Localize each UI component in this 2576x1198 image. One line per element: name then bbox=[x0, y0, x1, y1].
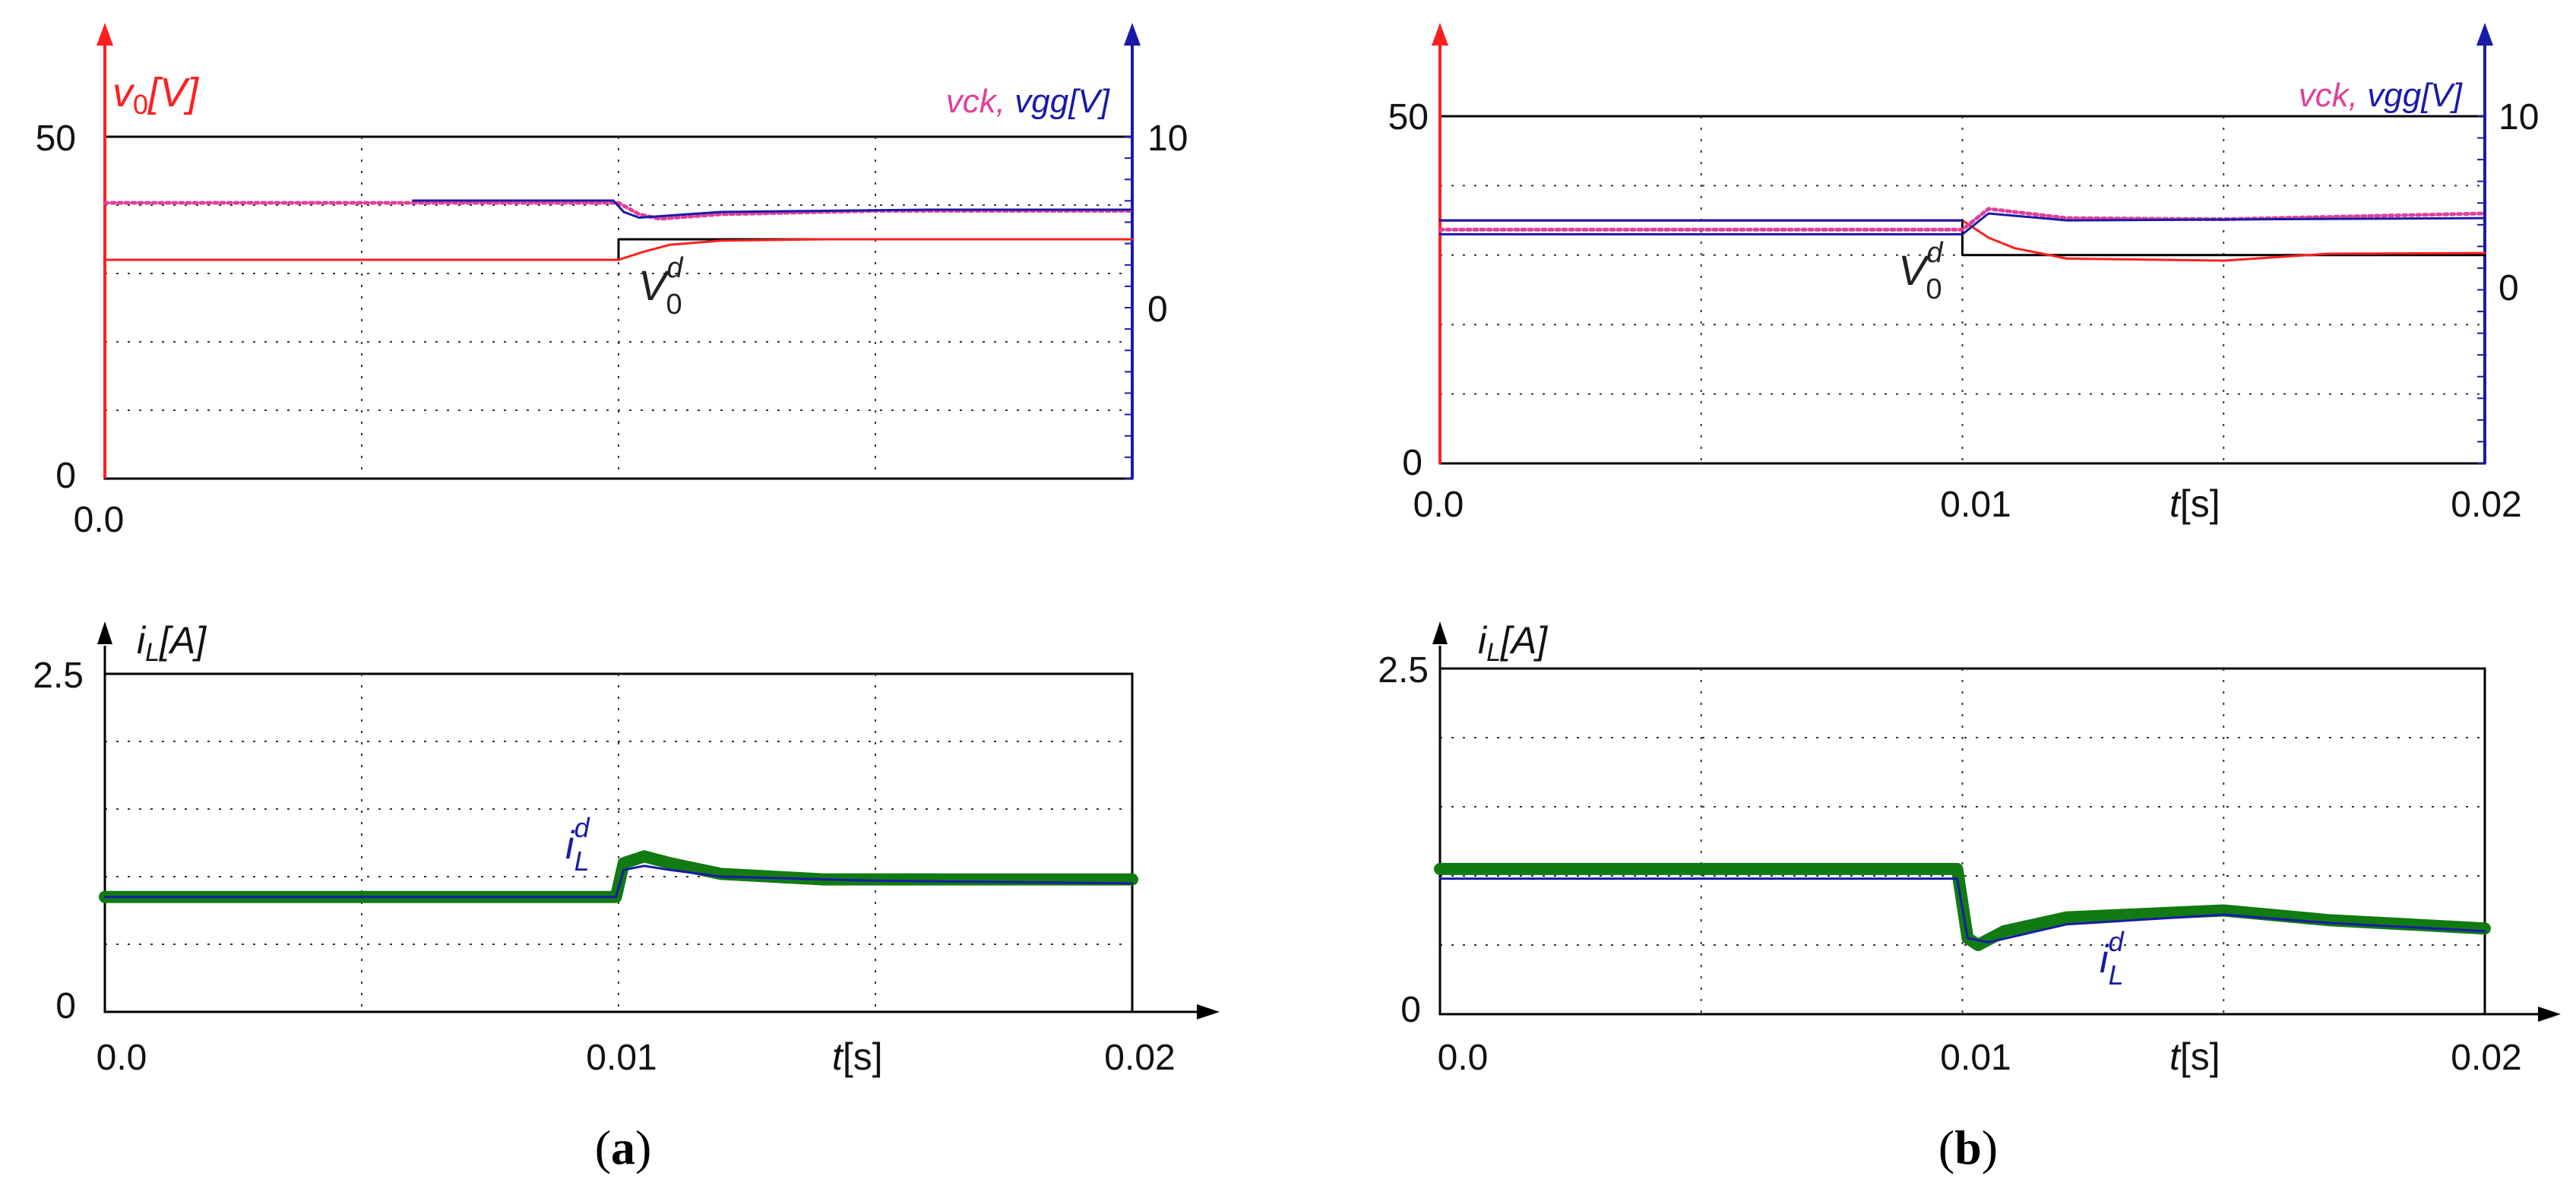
panel-b-current-grid bbox=[1440, 669, 2485, 1014]
panel-b-right-tick-10: 10 bbox=[2498, 97, 2539, 138]
panel-b-right-tick-0: 0 bbox=[2498, 268, 2519, 308]
panel-b-voltage-chart: vck, vgg[V] 50 0 10 0 0.0 0.01 0.02 t[s]… bbox=[1388, 23, 2539, 525]
panel-a-current-chart: iL[A] 2.5 0 0.0 0.01 0.02 t[s] id L bbox=[33, 619, 1220, 1078]
panel-b-current-y-arrow bbox=[1432, 621, 1448, 644]
caption-b: (b) bbox=[1938, 1121, 1998, 1174]
panel-b-voltage-frame bbox=[1438, 115, 2486, 465]
panel-a-left-tick-50: 50 bbox=[36, 119, 76, 159]
panel-a-current-x-tick-002: 0.02 bbox=[1104, 1038, 1175, 1078]
panel-a-voltage-grid bbox=[105, 137, 1132, 479]
panel-b-current-x-tick-002: 0.02 bbox=[2451, 1038, 2521, 1078]
series-line-ild bbox=[1438, 877, 2486, 944]
panel-b-voltage-series bbox=[1438, 207, 2487, 465]
panel-a-current-x-tick-001: 0.01 bbox=[586, 1038, 657, 1078]
panel-a-current-x-arrow bbox=[1197, 1004, 1220, 1019]
panel-a-current-y-arrow bbox=[97, 621, 112, 644]
panel-a-current-tick-0: 0 bbox=[55, 986, 76, 1026]
panel-a-right-axis-ticks bbox=[1125, 136, 1132, 479]
panel-a-current-frame bbox=[103, 672, 1134, 1013]
panel-a-right-tick-0: 0 bbox=[1147, 289, 1168, 330]
panel-a-left-axis-arrow bbox=[97, 23, 113, 46]
panel-b-current-x-label: t[s] bbox=[2169, 1035, 2220, 1078]
panel-a-annotation-v0d: Vd 0 bbox=[638, 252, 684, 321]
panel-b-current-x-tick-0: 0.0 bbox=[1438, 1038, 1489, 1078]
panel-a-x-tick-0: 0.0 bbox=[74, 500, 125, 540]
panel-a-y-label-v0: v0[V] bbox=[112, 70, 200, 120]
panel-a-y-label-right: vck, vgg[V] bbox=[946, 83, 1111, 120]
panel-a-right-tick-10: 10 bbox=[1147, 119, 1188, 159]
panel-b-current-tick-25: 2.5 bbox=[1378, 650, 1429, 691]
panel-b-annotation-v0d: Vd 0 bbox=[1898, 237, 1944, 305]
series-line-v0 bbox=[103, 238, 1134, 261]
panel-b-x-label: t[s] bbox=[2169, 482, 2220, 525]
panel-b-right-axis-arrow bbox=[2476, 23, 2493, 46]
panel-b-current-x-tick-001: 0.01 bbox=[1940, 1038, 2011, 1078]
panel-b-right-axis-ticks bbox=[2477, 115, 2485, 464]
panel-a-current-y-label: iL[A] bbox=[137, 619, 207, 667]
series-line-vgg bbox=[412, 199, 1134, 219]
panel-b-x-tick-0: 0.0 bbox=[1413, 485, 1464, 525]
panel-a-current-x-label: t[s] bbox=[832, 1035, 883, 1078]
panel-a-right-axis-arrow bbox=[1124, 23, 1141, 46]
panel-b-left-axis-arrow bbox=[1432, 23, 1448, 46]
caption-a: (a) bbox=[595, 1121, 652, 1174]
panel-b-current-chart: iL[A] 2.5 0 0.0 0.01 0.02 t[s] id L bbox=[1378, 619, 2561, 1078]
series-line-v0d-reference- bbox=[1438, 219, 2486, 465]
series-line-vgg bbox=[1438, 212, 2486, 235]
panel-a-current-tick-25: 2.5 bbox=[33, 656, 84, 696]
series-line-ild bbox=[103, 865, 1134, 899]
panel-b-current-tick-0: 0 bbox=[1400, 990, 1421, 1030]
panel-a-current-x-tick-0: 0.0 bbox=[97, 1038, 147, 1078]
panel-a-left-tick-0: 0 bbox=[55, 456, 76, 496]
panel-b-x-tick-001: 0.01 bbox=[1940, 485, 2011, 525]
series-line-v0 bbox=[1438, 219, 2486, 465]
panel-b-current-series bbox=[1434, 862, 2491, 951]
panel-b-current-y-label: iL[A] bbox=[1478, 619, 1548, 667]
panel-a-annotation-ild: id L bbox=[565, 812, 590, 877]
panel-a-current-grid bbox=[105, 674, 1132, 1012]
panel-b-y-label-right: vck, vgg[V] bbox=[2299, 77, 2464, 114]
panel-b-x-tick-002: 0.02 bbox=[2451, 485, 2521, 525]
panel-a-voltage-chart: v0[V] vck, vgg[V] 50 0 10 0 0.0 Vd 0 bbox=[36, 23, 1188, 540]
panel-b-current-x-arrow bbox=[2538, 1007, 2561, 1022]
series-line-v0d-reference- bbox=[103, 238, 1134, 261]
panel-a-current-series bbox=[99, 850, 1138, 903]
panel-a-voltage-series bbox=[103, 199, 1135, 261]
panel-b-annotation-ild: id L bbox=[2100, 926, 2125, 991]
panel-b-left-tick-0: 0 bbox=[1402, 443, 1422, 483]
panel-b-left-tick-50: 50 bbox=[1388, 97, 1429, 138]
panel-b-voltage-grid bbox=[1440, 116, 2485, 463]
